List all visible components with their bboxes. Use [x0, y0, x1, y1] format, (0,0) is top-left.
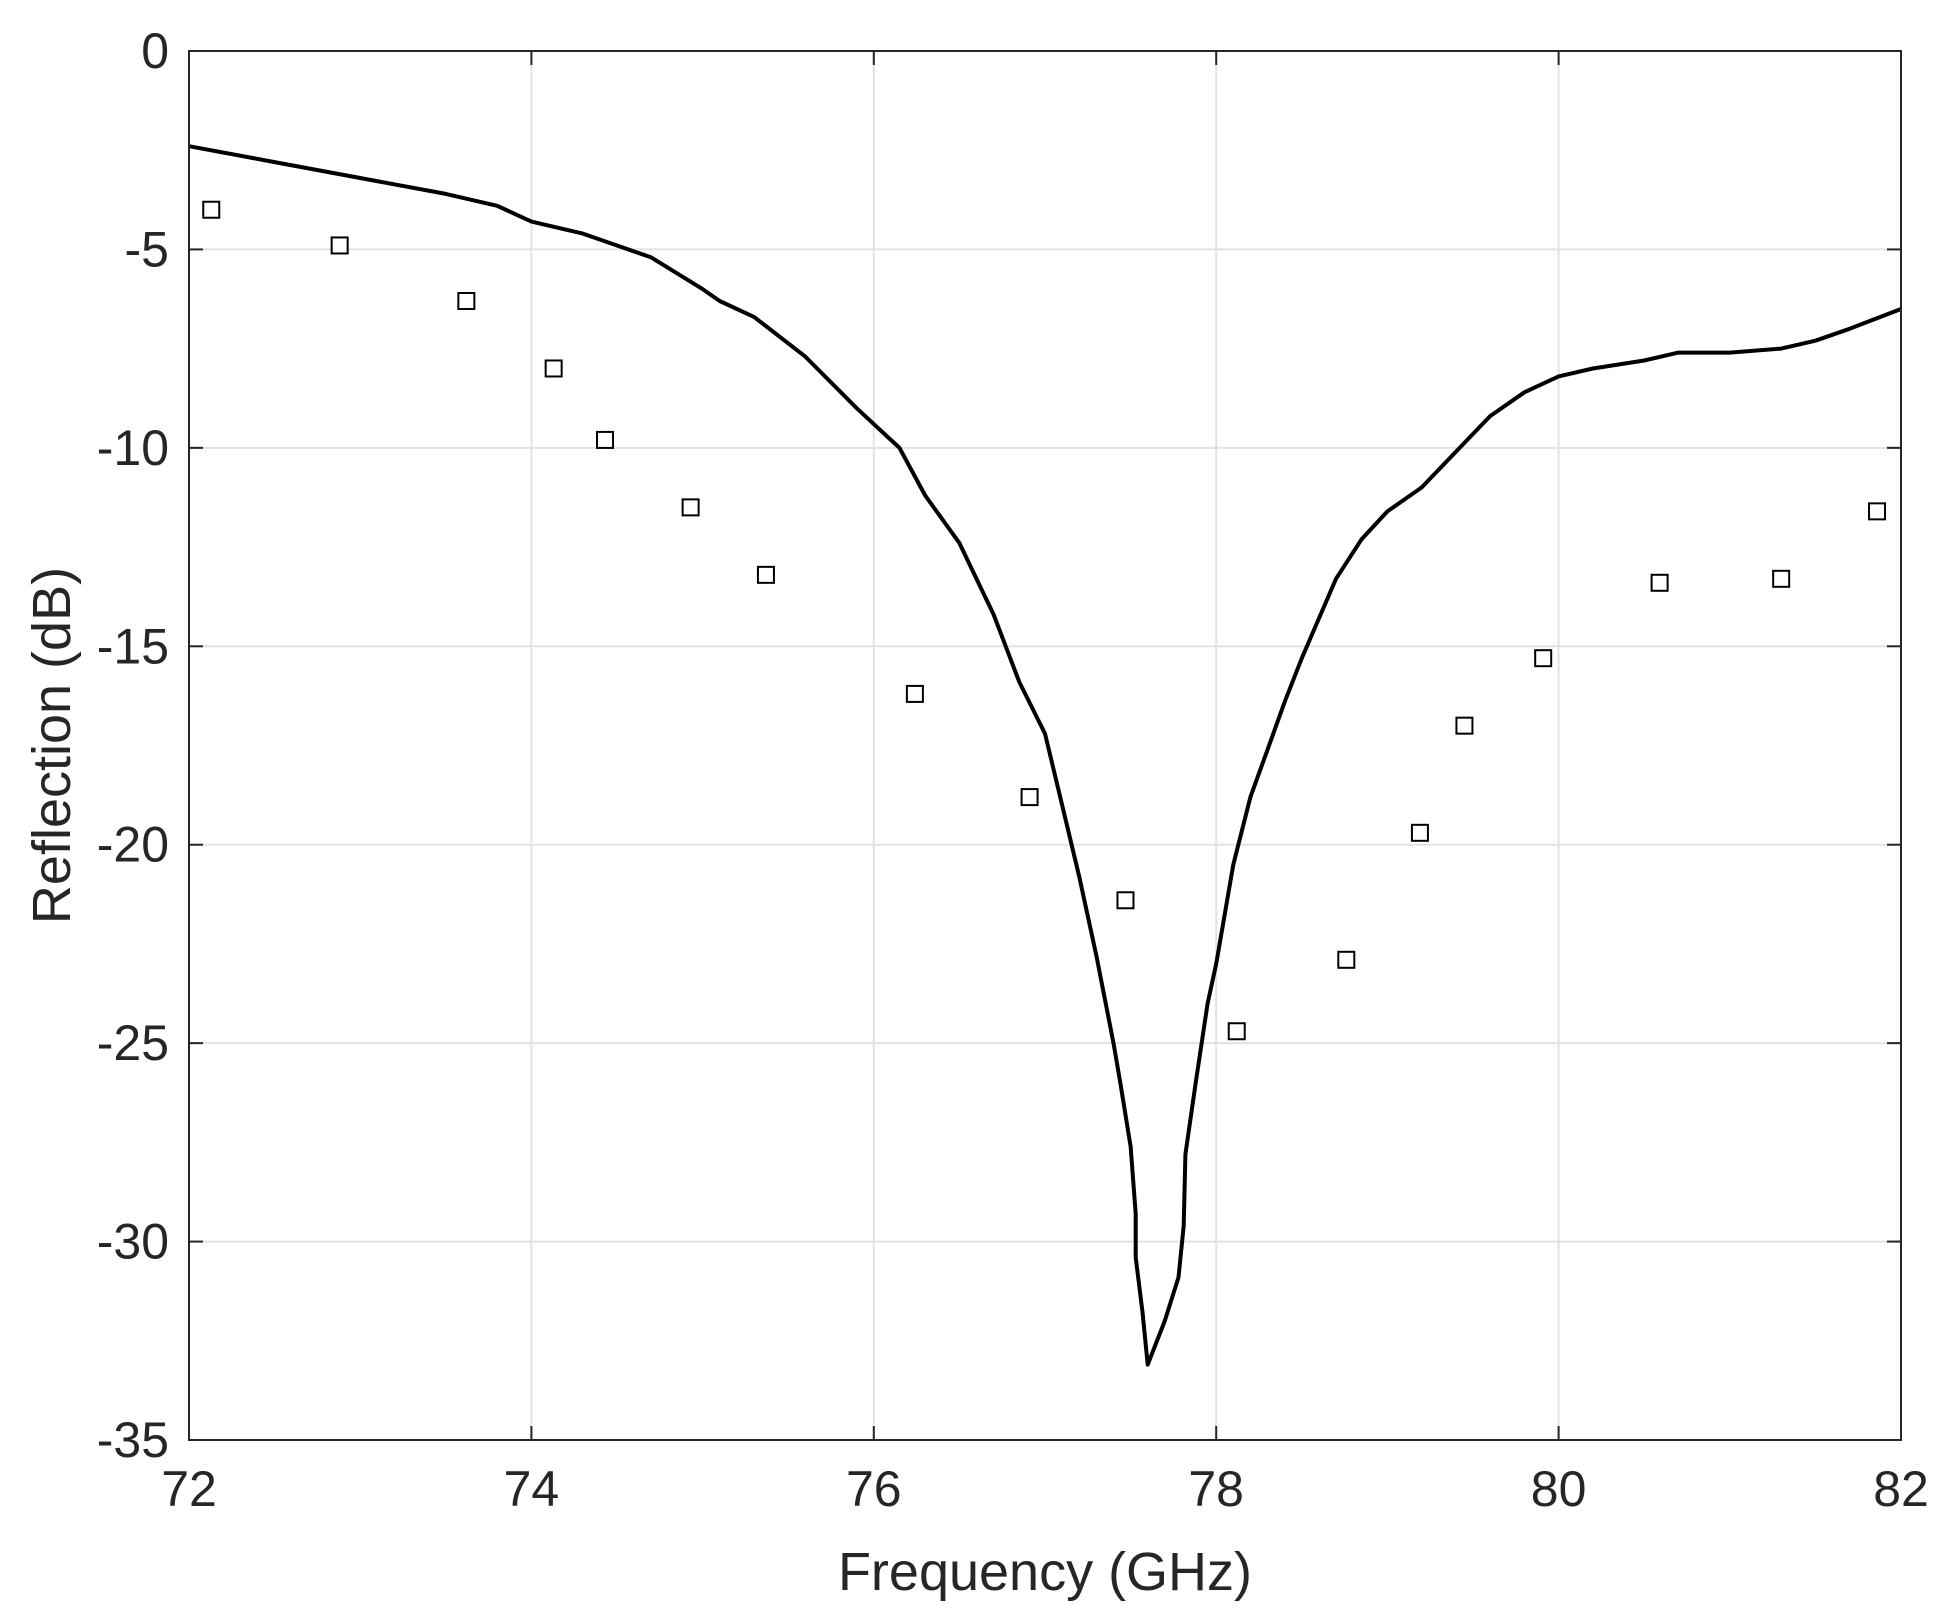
y-tick-label: -15 [97, 618, 169, 674]
grid [188, 50, 1902, 1441]
measured-point [596, 430, 615, 449]
y-tick-label: -35 [97, 1412, 169, 1468]
measured-point [202, 200, 221, 219]
measured-point [1020, 788, 1039, 807]
simulated-line [188, 144, 1902, 1367]
measured-point [1410, 823, 1429, 842]
measured-point [1116, 891, 1135, 910]
y-axis-label: Reflection (dB) [22, 567, 82, 924]
measured-point [1455, 716, 1474, 735]
axis-ticks: 72 74 76 78 80 82 0 -5 -10 -15 -20 -25 -30 -35 [97, 23, 1929, 1517]
x-axis-label: Frequency (GHz) [838, 1542, 1252, 1602]
axes-box [188, 50, 1902, 1441]
measured-point [330, 236, 349, 255]
y-tick-label: -5 [125, 221, 169, 277]
measured-point [1868, 502, 1887, 521]
measured-point [1650, 573, 1669, 592]
y-tick-label: -10 [97, 420, 169, 476]
measured-point [1772, 569, 1791, 588]
measured-point [756, 565, 775, 584]
x-tick-label: 76 [846, 1461, 902, 1517]
x-tick-label: 72 [161, 1461, 217, 1517]
y-tick-label: 0 [141, 23, 169, 79]
measured-point [681, 498, 700, 517]
y-tick-label: -30 [97, 1214, 169, 1270]
y-tick-label: -25 [97, 1015, 169, 1071]
measured-point [544, 359, 563, 378]
x-tick-label: 74 [504, 1461, 560, 1517]
measured-point [457, 292, 476, 311]
measured-point [1534, 649, 1553, 668]
x-tick-label: 78 [1188, 1461, 1244, 1517]
x-tick-label: 82 [1873, 1461, 1929, 1517]
x-tick-label: 80 [1531, 1461, 1587, 1517]
plot-series [188, 144, 1902, 1367]
measured-point [1337, 950, 1356, 969]
measured-point [905, 684, 924, 703]
y-tick-label: -20 [97, 817, 169, 873]
measured-point [1227, 1022, 1246, 1041]
